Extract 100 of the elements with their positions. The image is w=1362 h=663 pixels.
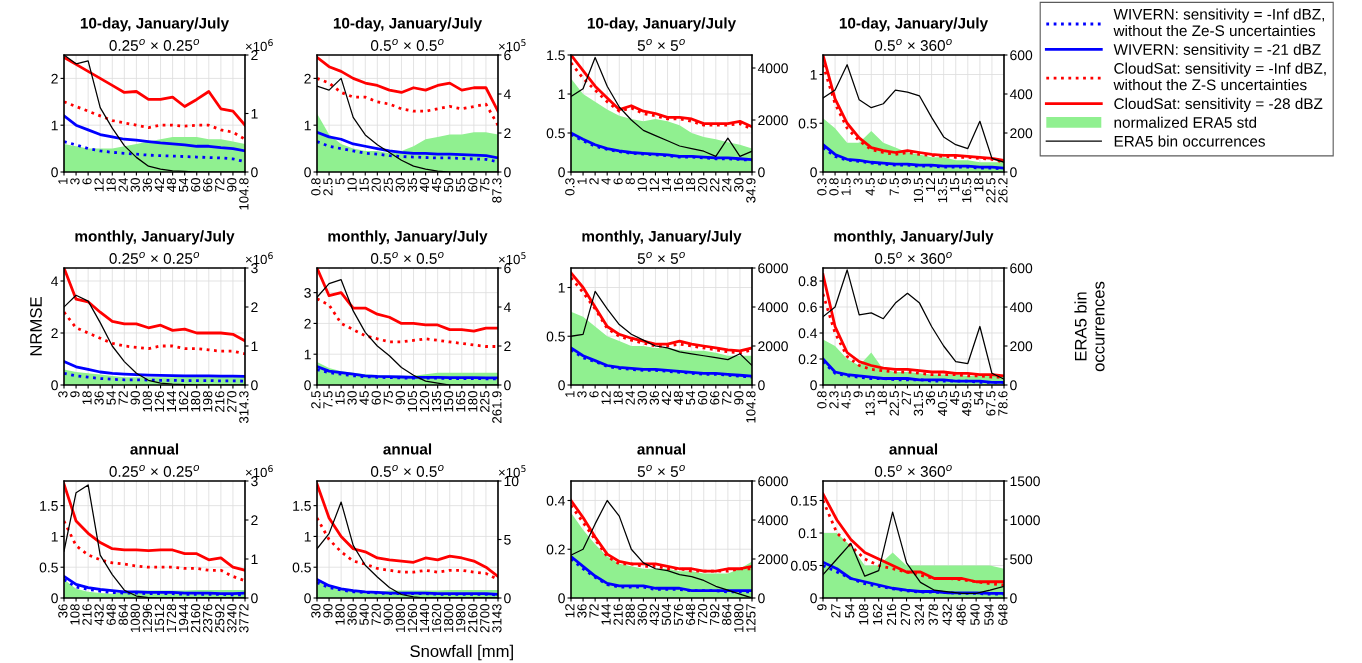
x-tick-label: 3772 [239,604,249,633]
y-tick-label: 1 [304,349,311,360]
x-tick-label: 36 [58,604,68,618]
y-tick-label: 0.2 [798,354,817,365]
x-tick-label: 36 [577,604,587,618]
y2-tick-label: 400 [1009,89,1033,100]
y-tick-label: 0.5 [39,562,58,573]
y-tick-label: 0 [51,380,58,391]
x-tick-label: 16.5 [962,178,972,203]
x-tick-label: 576 [673,604,684,626]
text: ×10$^{5}$ [498,39,526,52]
y2-tick-label: 5 [504,534,511,545]
x-tick-label: 27 [831,604,841,618]
y-tick-label: 0 [304,167,311,178]
x-tick-label: 2.3 [829,391,839,409]
x-tick-label: 87.3 [492,178,502,203]
x-tick-label: 5 [335,178,345,185]
x-tick-label: 12 [94,178,104,192]
x-tick-label: 60 [468,178,478,192]
x-tick-label: 104.8 [746,391,756,423]
x-tick-label: 35 [407,178,418,192]
legend-label: normalized ERA5 std [1114,116,1257,128]
y-tick-label: 1 [304,531,311,542]
x-tick-label: 54 [179,177,189,192]
x-tick-label: 12 [565,604,575,618]
x-tick-label: 378 [928,604,938,626]
x-tick-label: 6 [589,391,599,398]
x-tick-label: 1980 [456,604,466,632]
x-tick-label: 135 [431,391,442,412]
y2-tick-label: 1500 [1010,476,1040,487]
x-tick-label: 66 [710,391,720,405]
x-tick-label: 9 [901,178,912,185]
x-tick-label: 0.8 [829,178,839,196]
x-tick-label: 165 [456,391,466,412]
x-tick-label: 324 [914,603,924,626]
x-tick-label: 36 [649,391,660,405]
x-tick-label: 54 [686,390,696,405]
chart-title: annual [889,443,938,455]
x-tick-label: 54 [974,390,984,405]
chart-subtitle: 0.5$^{o}$ × 0.5$^{o}$ [370,251,444,264]
y2-tick-label: 0 [1010,167,1017,178]
x-tick-label: 1944 [178,603,189,632]
x-tick-label: 1 [58,178,68,184]
x-axis-title: Snowfall [mm] [410,644,513,661]
chart-subtitle: 0.5$^{o}$ × 360$^{o}$ [874,251,952,264]
x-tick-label: 54 [106,390,116,405]
x-tick-label: 162 [178,391,189,412]
x-tick-label: 0.3 [565,178,575,196]
line-series [64,519,245,583]
y2-tick-label: 1 [251,554,258,565]
x-tick-label: 2376 [203,604,213,633]
x-tick-label: 108 [858,604,869,625]
x-tick-label: 540 [359,604,369,626]
y-tick-label: 0.4 [546,495,566,506]
text: ×10$^{6}$ [245,252,273,265]
chart-title: monthly, January/July [328,230,488,245]
x-tick-label: 2592 [215,604,225,633]
chart-title: 10-day, January/July [839,17,989,32]
x-tick-label: 18 [106,178,116,192]
x-tick-label: 12 [601,391,611,405]
y2-tick-label: 600 [1010,263,1033,274]
x-tick-label: 432 [942,604,952,626]
x-tick-label: 1800 [443,604,454,632]
x-tick-label: 7.5 [323,391,333,409]
x-tick-label: 105 [407,391,418,412]
x-tick-label: 1080 [130,604,140,632]
x-tick-label: 24 [722,177,732,192]
x-tick-label: 360 [637,604,647,626]
y2-tick-label: 600 [1010,50,1033,61]
y2-tick-label: 6000 [758,476,788,487]
y2-tick-label: 2 [251,302,258,313]
y-tick-label: 0.8 [798,276,817,287]
x-tick-label: 36 [925,391,936,405]
y2-tick-label: 200 [1010,341,1033,352]
y2-tick-label: 4 [503,302,511,313]
chart-title: 10-day, January/July [587,17,737,32]
chart-subtitle: 0.5$^{o}$ × 360$^{o}$ [874,38,952,51]
x-tick-label: 14 [661,177,671,192]
y-tick-label: 0 [810,593,817,604]
y-tick-label: 0.15 [790,495,817,506]
x-tick-label: 36 [94,391,104,405]
x-tick-label: 20 [371,178,381,192]
x-tick-label: 792 [710,604,720,625]
y-tick-label: 0.5 [546,128,565,139]
x-tick-label: 900 [383,604,393,625]
y2-tick-label: 500 [1010,554,1033,565]
chart-subtitle: 0.5$^{o}$ × 0.5$^{o}$ [370,464,444,477]
x-tick-label: 66 [203,178,213,192]
x-tick-label: 162 [872,604,883,625]
line-series [64,140,245,164]
x-tick-label: 1080 [395,604,406,632]
text: ×10$^{6}$ [245,465,273,478]
x-tick-label: 150 [443,391,454,412]
line-series [64,310,245,356]
y2-tick-label: 4000 [757,63,788,74]
y2-tick-label: 2000 [758,115,788,126]
x-tick-label: 288 [625,604,635,625]
y-tick-label: 2 [51,328,58,339]
x-tick-label: 594 [984,603,994,626]
chart-subtitle: 5$^{o}$ × 5$^{o}$ [637,464,685,477]
